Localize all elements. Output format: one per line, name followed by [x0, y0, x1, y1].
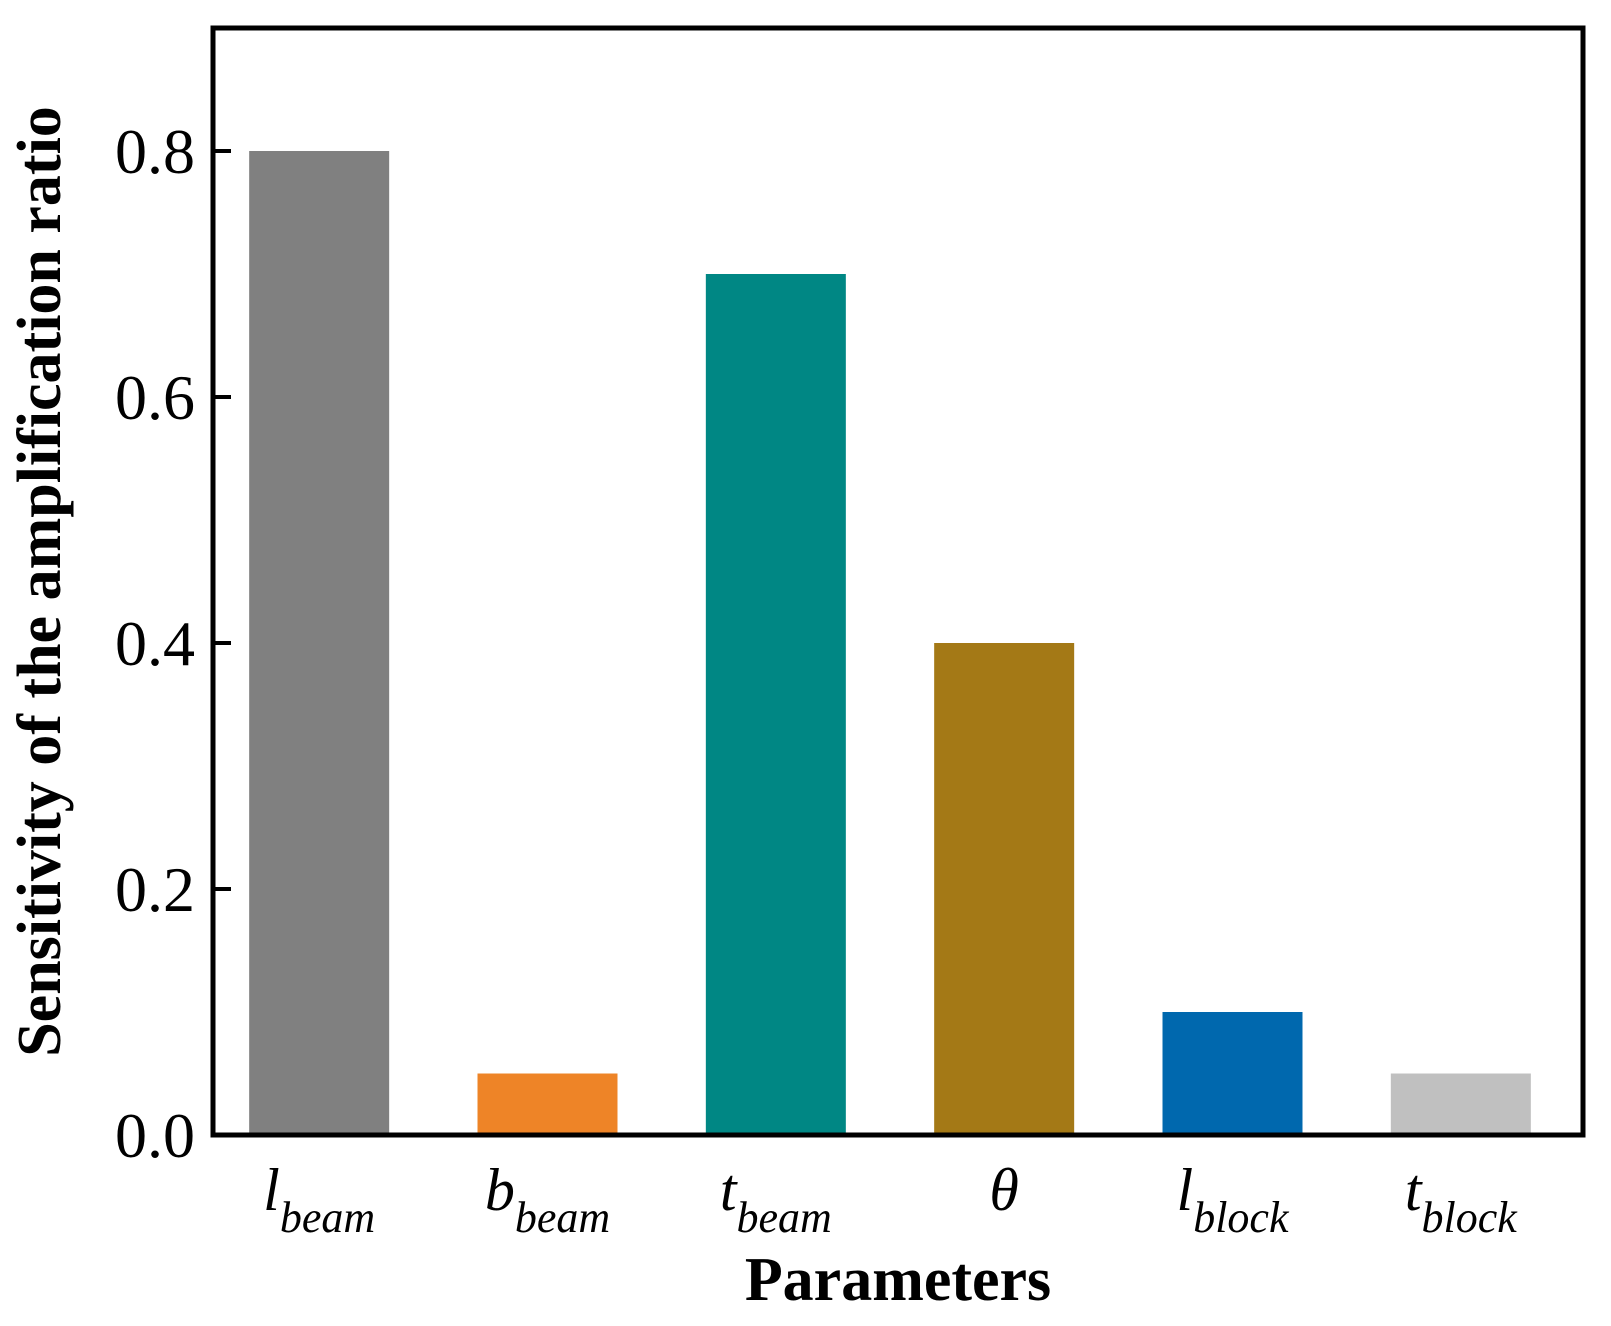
- x-tick-label-main: θ: [989, 1157, 1018, 1223]
- y-tick-label-3: 0.6: [115, 362, 195, 433]
- x-tick-label-2: tbeam: [720, 1157, 832, 1242]
- x-axis-tick-labels: lbeam bbeam tbeam θ lblock tblock: [263, 1157, 1518, 1242]
- x-tick-label-3: θ: [989, 1157, 1018, 1223]
- bar-2: [705, 274, 846, 1135]
- x-tick-label-5: tblock: [1405, 1157, 1518, 1242]
- bar-0: [249, 151, 390, 1135]
- plot-frame: [210, 25, 1586, 1138]
- y-tick-label-4: 0.8: [115, 116, 195, 187]
- bar-5: [1390, 1073, 1531, 1135]
- x-tick-label-sub: block: [1193, 1193, 1290, 1242]
- y-tick-label-0: 0.0: [115, 1100, 195, 1171]
- y-tick-label-1: 0.2: [115, 854, 195, 925]
- y-axis-label: Sensitivity of the amplification ratio: [6, 106, 74, 1057]
- y-tick-label-2: 0.4: [115, 608, 195, 679]
- x-tick-label-0: lbeam: [263, 1157, 375, 1242]
- x-tick-label-sub: beam: [280, 1193, 375, 1242]
- x-tick-label-main: t: [1405, 1157, 1423, 1223]
- x-tick-label-main: b: [485, 1157, 515, 1223]
- y-axis-ticks: 0.0 0.2 0.4 0.6 0.8: [115, 116, 231, 1171]
- x-tick-label-sub: beam: [737, 1193, 832, 1242]
- x-tick-label-sub: beam: [515, 1193, 610, 1242]
- x-tick-label-sub: block: [1422, 1193, 1519, 1242]
- x-axis-label: Parameters: [745, 1246, 1051, 1314]
- x-tick-label-4: lblock: [1177, 1157, 1290, 1242]
- bar-4: [1162, 1012, 1303, 1135]
- x-tick-label-main: t: [720, 1157, 738, 1223]
- bar-3: [934, 643, 1075, 1135]
- x-tick-label-main: l: [263, 1157, 280, 1223]
- bars-group: [249, 151, 1531, 1135]
- bar-1: [477, 1073, 618, 1135]
- x-tick-label-1: bbeam: [485, 1157, 610, 1242]
- x-tick-label-main: l: [1177, 1157, 1194, 1223]
